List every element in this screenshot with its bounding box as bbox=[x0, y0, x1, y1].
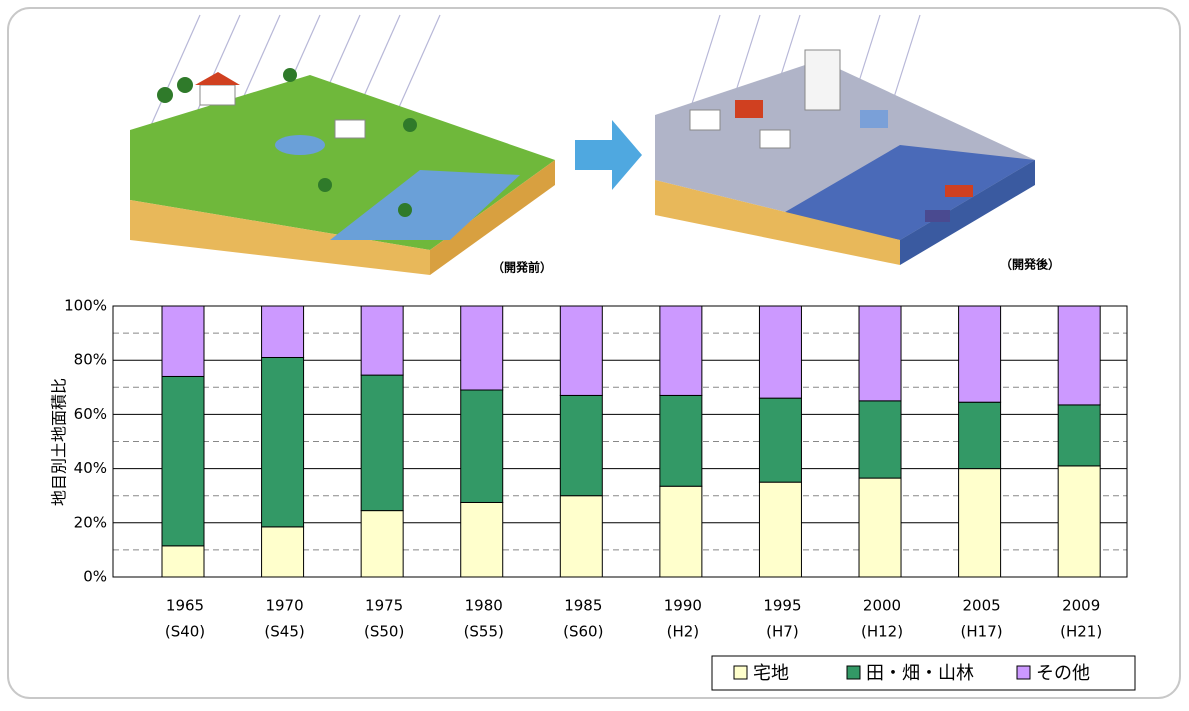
legend-label: その他 bbox=[1036, 663, 1090, 684]
legend-label: 田・畑・山林 bbox=[866, 663, 974, 684]
legend-label: 宅地 bbox=[753, 663, 789, 684]
legend-swatch bbox=[846, 665, 861, 680]
x-tick-label: 1990 bbox=[664, 597, 702, 615]
x-tick-sublabel: (H2) bbox=[667, 623, 700, 641]
x-tick-label: 2005 bbox=[963, 597, 1001, 615]
bar-segment bbox=[460, 389, 504, 503]
x-tick-sublabel: (S45) bbox=[264, 623, 304, 641]
annotation: （開発前） bbox=[492, 260, 552, 275]
x-tick-label: 1985 bbox=[564, 597, 602, 615]
y-axis-label: 地目別土地面積比 bbox=[50, 378, 69, 506]
bar-segment bbox=[758, 397, 802, 483]
bar-segment bbox=[958, 401, 1002, 470]
bar-segment bbox=[1057, 404, 1101, 467]
x-tick-sublabel: (S60) bbox=[563, 623, 603, 641]
bar-segment bbox=[659, 305, 703, 396]
bar-segment bbox=[659, 394, 703, 487]
bar-segment bbox=[261, 356, 305, 528]
bar-segment bbox=[758, 481, 802, 578]
bar-segment bbox=[758, 305, 802, 399]
x-tick-label: 2000 bbox=[863, 597, 901, 615]
legend-box bbox=[711, 655, 1136, 691]
y-tick-label: 40% bbox=[74, 459, 107, 477]
y-tick-label: 100% bbox=[64, 297, 107, 315]
x-tick-sublabel: (S55) bbox=[464, 623, 504, 641]
y-tick-label: 20% bbox=[74, 513, 107, 531]
bar-segment bbox=[559, 495, 603, 578]
bar-segment bbox=[360, 374, 404, 512]
x-tick-label: 1970 bbox=[265, 597, 303, 615]
bar-segment bbox=[161, 375, 205, 547]
bar-segment bbox=[659, 485, 703, 578]
bar-segment bbox=[460, 305, 504, 391]
illustration-after bbox=[655, 14, 1035, 265]
bar-segment bbox=[858, 400, 902, 479]
x-tick-label: 1995 bbox=[763, 597, 801, 615]
illustration-before bbox=[130, 14, 555, 275]
x-tick-label: 1965 bbox=[166, 597, 204, 615]
x-tick-sublabel: (S40) bbox=[165, 623, 205, 641]
x-tick-label: 1975 bbox=[365, 597, 403, 615]
bar-segment bbox=[858, 305, 902, 402]
y-tick-label: 80% bbox=[74, 351, 107, 369]
bar-segment bbox=[958, 468, 1002, 578]
bar-segment bbox=[1057, 465, 1101, 578]
bar-segment bbox=[1057, 305, 1101, 406]
bar-segment bbox=[559, 394, 603, 497]
bar-segment bbox=[958, 305, 1002, 403]
annotation: （開発後） bbox=[1000, 257, 1060, 272]
x-tick-sublabel: (H7) bbox=[766, 623, 799, 641]
bar-segment bbox=[460, 501, 504, 578]
bar-segment bbox=[559, 305, 603, 396]
bar-segment bbox=[261, 526, 305, 578]
bar-segment bbox=[360, 305, 404, 376]
bar-segment bbox=[161, 305, 205, 377]
legend-swatch bbox=[1016, 665, 1031, 680]
legend-swatch bbox=[733, 665, 748, 680]
bar-segment bbox=[261, 305, 305, 358]
x-tick-sublabel: (H12) bbox=[861, 623, 903, 641]
y-tick-label: 0% bbox=[83, 568, 107, 586]
arrow bbox=[575, 120, 642, 190]
x-tick-label: 2009 bbox=[1062, 597, 1100, 615]
x-tick-label: 1980 bbox=[465, 597, 503, 615]
x-tick-sublabel: (H17) bbox=[961, 623, 1003, 641]
bar-segment bbox=[360, 510, 404, 578]
y-tick-label: 60% bbox=[74, 405, 107, 423]
x-tick-sublabel: (H21) bbox=[1060, 623, 1102, 641]
plot-border bbox=[112, 305, 1128, 578]
bar-segment bbox=[858, 477, 902, 578]
x-tick-sublabel: (S50) bbox=[364, 623, 404, 641]
bar-segment bbox=[161, 545, 205, 578]
